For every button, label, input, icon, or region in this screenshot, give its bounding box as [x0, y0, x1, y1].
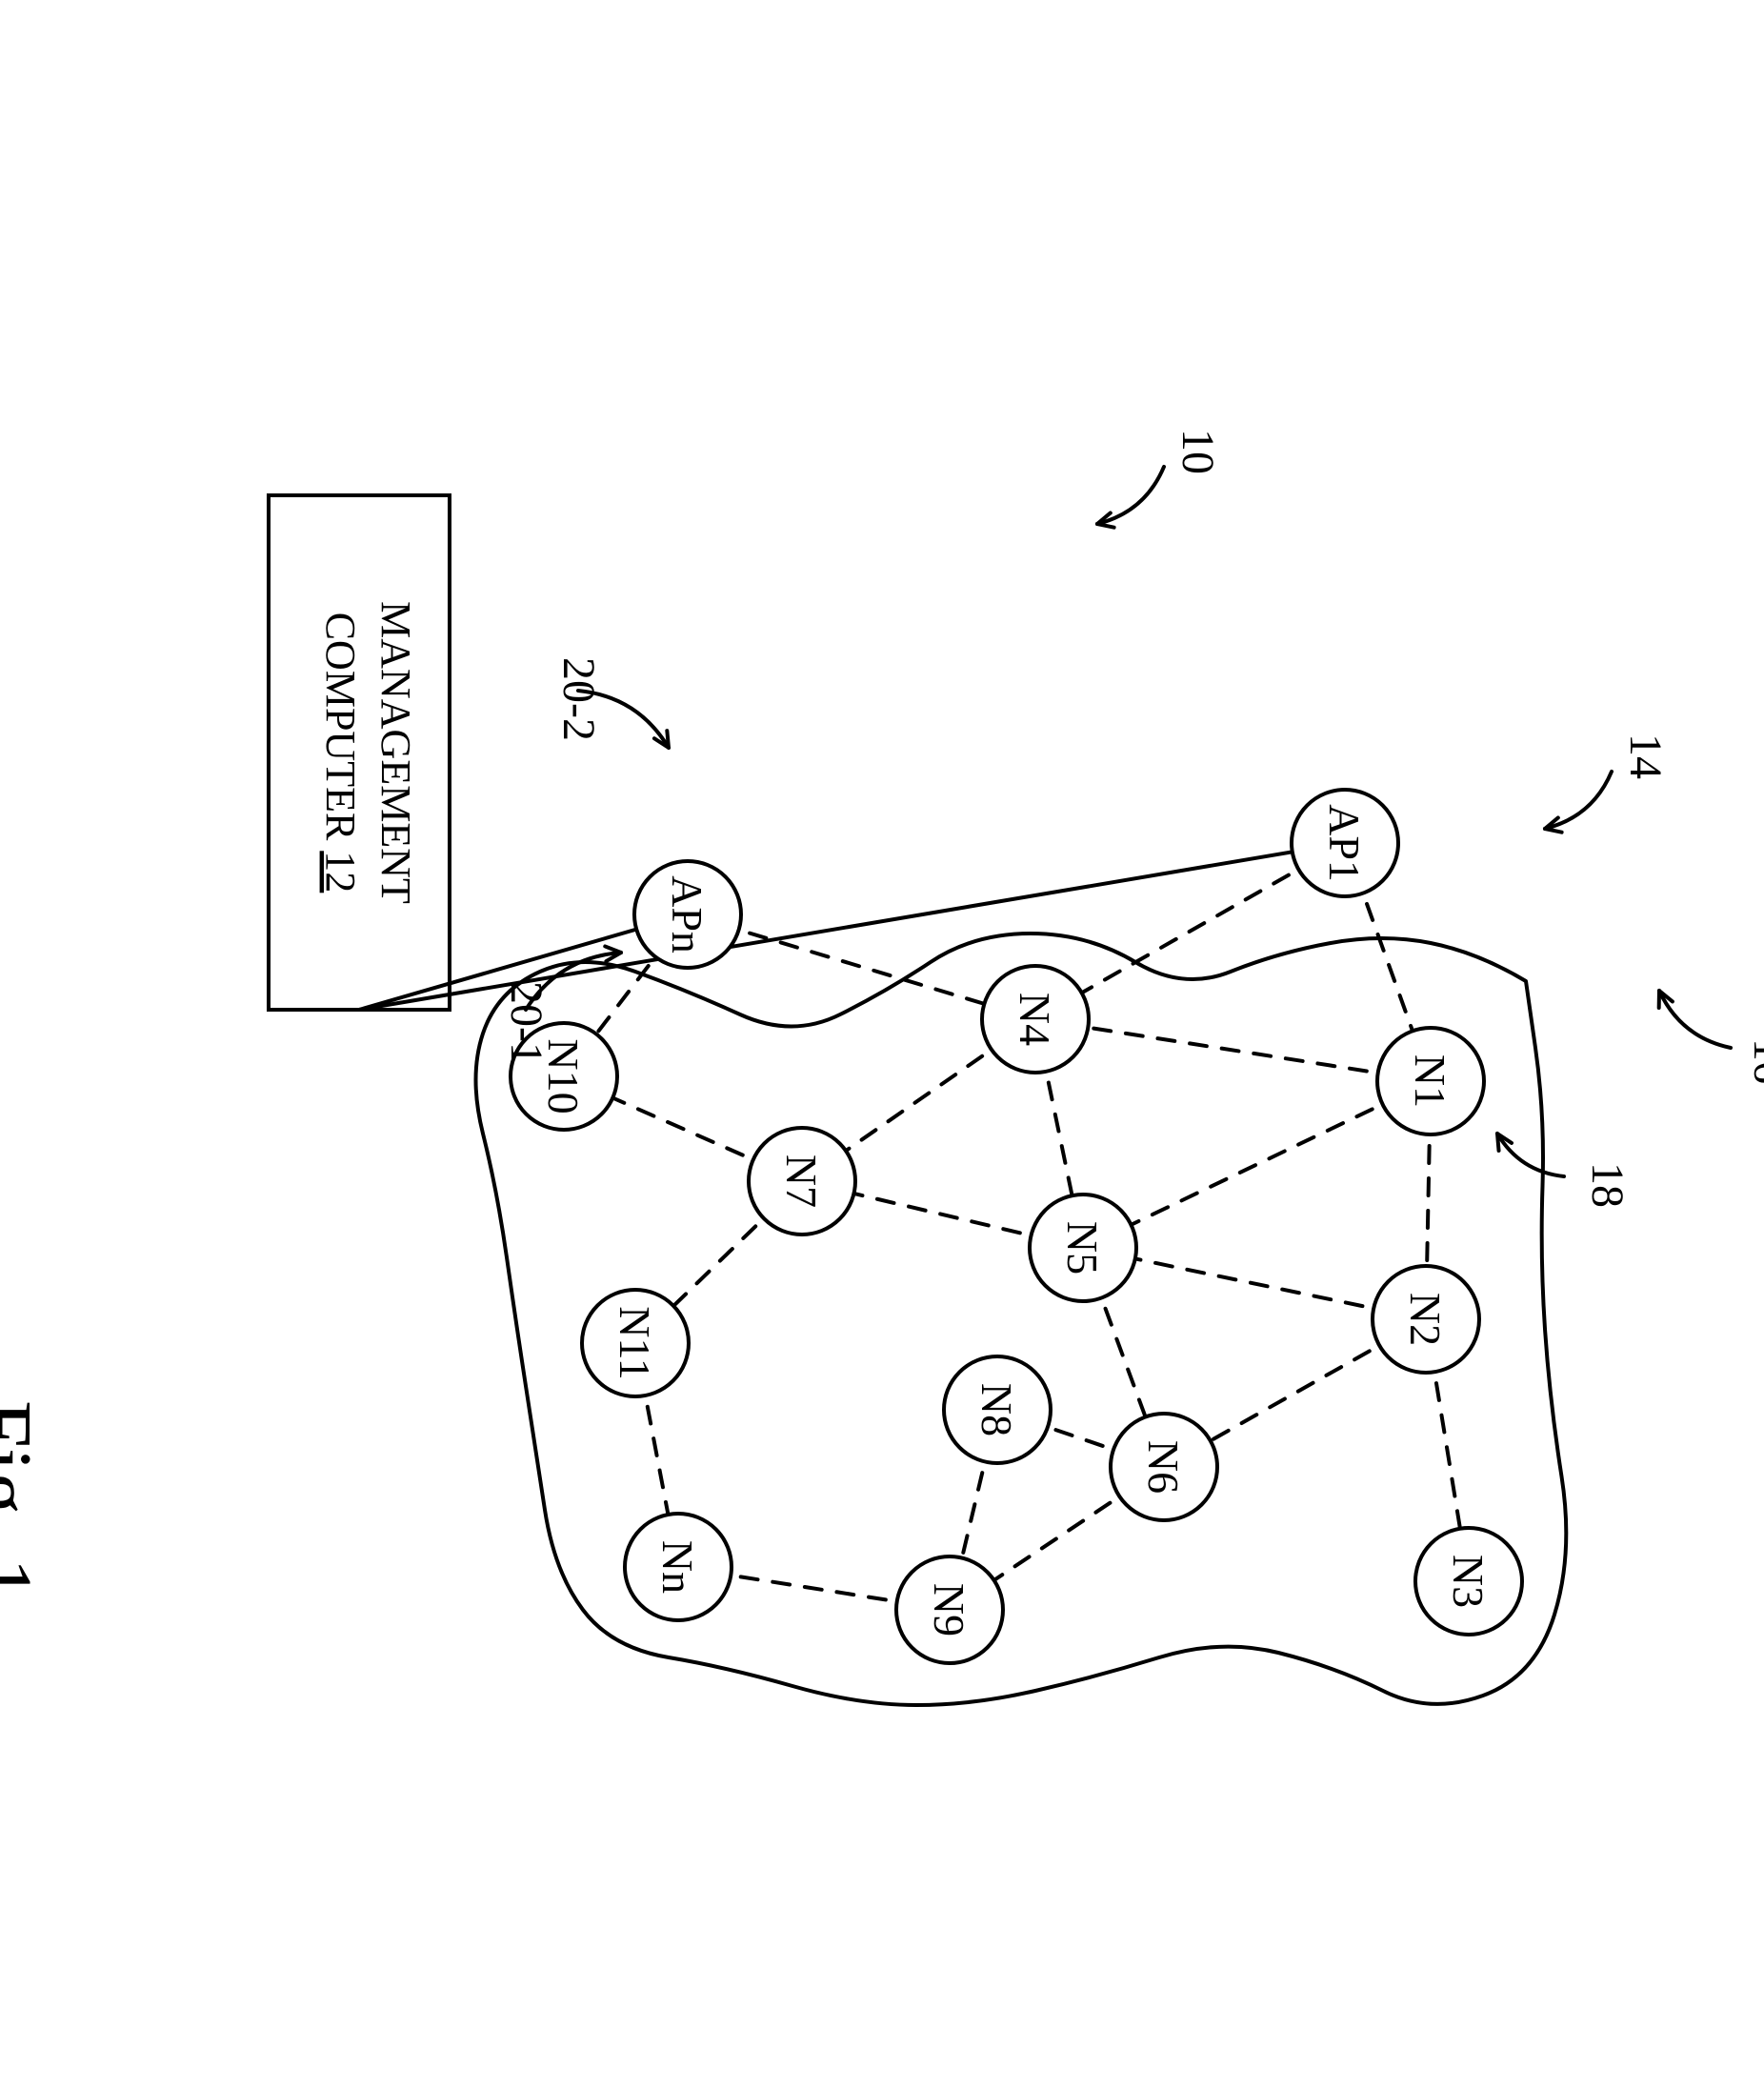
ref-label-10: 10 — [1173, 429, 1223, 474]
node-label-N7: N7 — [777, 1154, 826, 1208]
node-label-N11: N11 — [611, 1306, 659, 1380]
node-label-N4: N4 — [1011, 993, 1059, 1046]
node-label-N6: N6 — [1139, 1440, 1188, 1494]
figure-caption: Fig. 1 — [0, 1400, 49, 1600]
ref-label-20-2: 20-2 — [553, 657, 604, 741]
edge-N1-N4 — [1035, 1019, 1431, 1081]
node-label-N1: N1 — [1406, 1054, 1454, 1108]
node-label-N2: N2 — [1401, 1293, 1450, 1346]
ref-label-20-1: 20-1 — [501, 981, 551, 1065]
network-diagram: MANAGEMENTCOMPUTER 12 AP1 APn N1 N2 N3 N4 N5 N6 N… — [0, 0, 1764, 2088]
node-label-Nn: Nn — [653, 1540, 702, 1594]
node-label-N3: N3 — [1444, 1555, 1493, 1608]
node-label-AP1: AP1 — [1320, 804, 1369, 882]
node-label-N9: N9 — [925, 1583, 973, 1636]
edge-N1-N5 — [1083, 1081, 1431, 1248]
management-label-line1: MANAGEMENT — [372, 601, 419, 904]
ref-label-14: 14 — [1620, 733, 1671, 779]
ref-label-18: 18 — [1582, 1162, 1633, 1208]
node-label-APn: APn — [663, 875, 712, 954]
node-label-N8: N8 — [972, 1383, 1021, 1436]
rotated-content: MANAGEMENTCOMPUTER 12 AP1 APn N1 N2 N3 N4 N5 N6 N… — [0, 429, 1764, 1705]
node-label-N5: N5 — [1058, 1221, 1107, 1275]
management-label-line2: COMPUTER 12 — [317, 612, 364, 893]
ref-label-16: 16 — [1744, 1038, 1764, 1084]
